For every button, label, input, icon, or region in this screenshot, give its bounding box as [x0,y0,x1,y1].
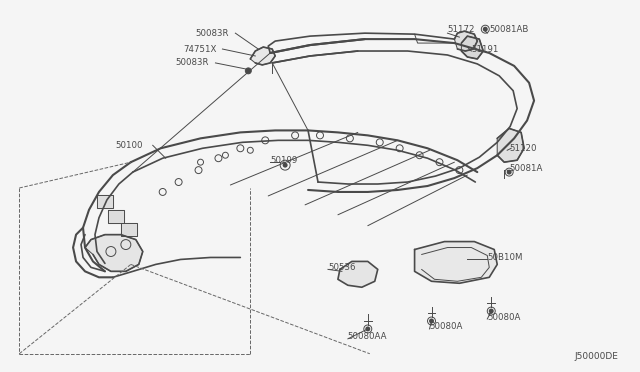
Circle shape [483,27,488,32]
Text: 50080AA: 50080AA [348,332,387,341]
Polygon shape [108,210,124,223]
Polygon shape [454,31,477,51]
Text: 50083R: 50083R [175,58,209,67]
Polygon shape [250,47,275,65]
Circle shape [507,170,511,174]
Text: J50000DE: J50000DE [575,352,619,361]
Text: 74751X: 74751X [184,45,217,54]
Text: 50083R: 50083R [196,29,229,38]
Polygon shape [85,235,143,271]
Text: 50100: 50100 [116,141,143,150]
Text: 50080A: 50080A [487,312,521,321]
Text: 51172: 51172 [447,25,475,34]
Text: 51191: 51191 [471,45,499,54]
Circle shape [245,68,252,74]
Polygon shape [497,128,524,162]
Circle shape [283,163,287,168]
Text: 50080A: 50080A [429,323,463,331]
Text: 50081AB: 50081AB [489,25,529,34]
Circle shape [365,327,371,331]
Polygon shape [97,195,113,208]
Text: 51120: 51120 [509,144,537,153]
Circle shape [489,309,493,314]
Circle shape [429,318,434,324]
Polygon shape [338,262,378,287]
Polygon shape [461,36,483,59]
Text: 50B10M: 50B10M [487,253,523,262]
Text: 50081A: 50081A [509,164,543,173]
Polygon shape [121,223,137,235]
Text: 50199: 50199 [270,156,298,165]
Polygon shape [415,241,497,283]
Text: 50536: 50536 [328,263,355,272]
